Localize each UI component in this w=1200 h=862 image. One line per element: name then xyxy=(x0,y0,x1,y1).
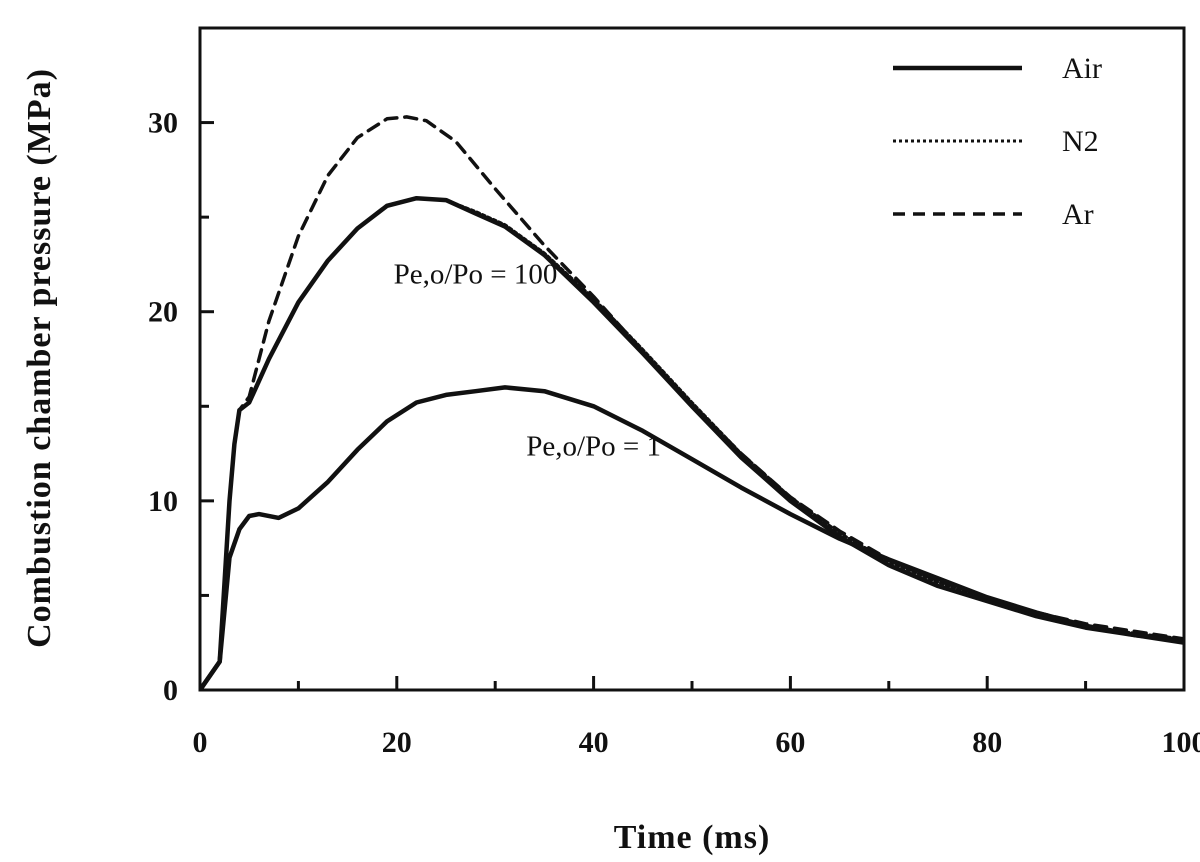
legend-label-ar: Ar xyxy=(1062,198,1094,231)
legend-label-air: Air xyxy=(1062,52,1102,85)
x-tick-label-80: 80 xyxy=(972,726,1002,759)
legend-label-n2: N2 xyxy=(1062,125,1099,158)
x-axis-title: Time (ms) xyxy=(614,819,771,856)
x-tick-label-60: 60 xyxy=(775,726,805,759)
series-ar-pe-o-po-100 xyxy=(200,115,1184,690)
x-tick-label-100: 100 xyxy=(1162,726,1200,759)
plot-frame xyxy=(198,26,1186,692)
annotation-pe-o-po-1: Pe,o/Po = 1 xyxy=(526,430,661,462)
annotation-pe-o-po-100: Pe,o/Po = 100 xyxy=(394,258,558,290)
y-tick-label-0: 0 xyxy=(163,674,178,707)
series-air-pe-o-po-1 xyxy=(200,385,1184,690)
x-tick-label-20: 20 xyxy=(382,726,412,759)
y-tick-label-10: 10 xyxy=(148,485,178,518)
y-axis-title: Combustion chamber pressure (MPa) xyxy=(21,68,58,648)
y-tick-label-20: 20 xyxy=(148,296,178,329)
x-tick-label-40: 40 xyxy=(579,726,609,759)
series-air-pe-o-po-100 xyxy=(200,195,1184,690)
y-tick-label-30: 30 xyxy=(148,107,178,140)
x-tick-label-0: 0 xyxy=(193,726,208,759)
legend: Air N2 Ar xyxy=(893,52,1102,231)
